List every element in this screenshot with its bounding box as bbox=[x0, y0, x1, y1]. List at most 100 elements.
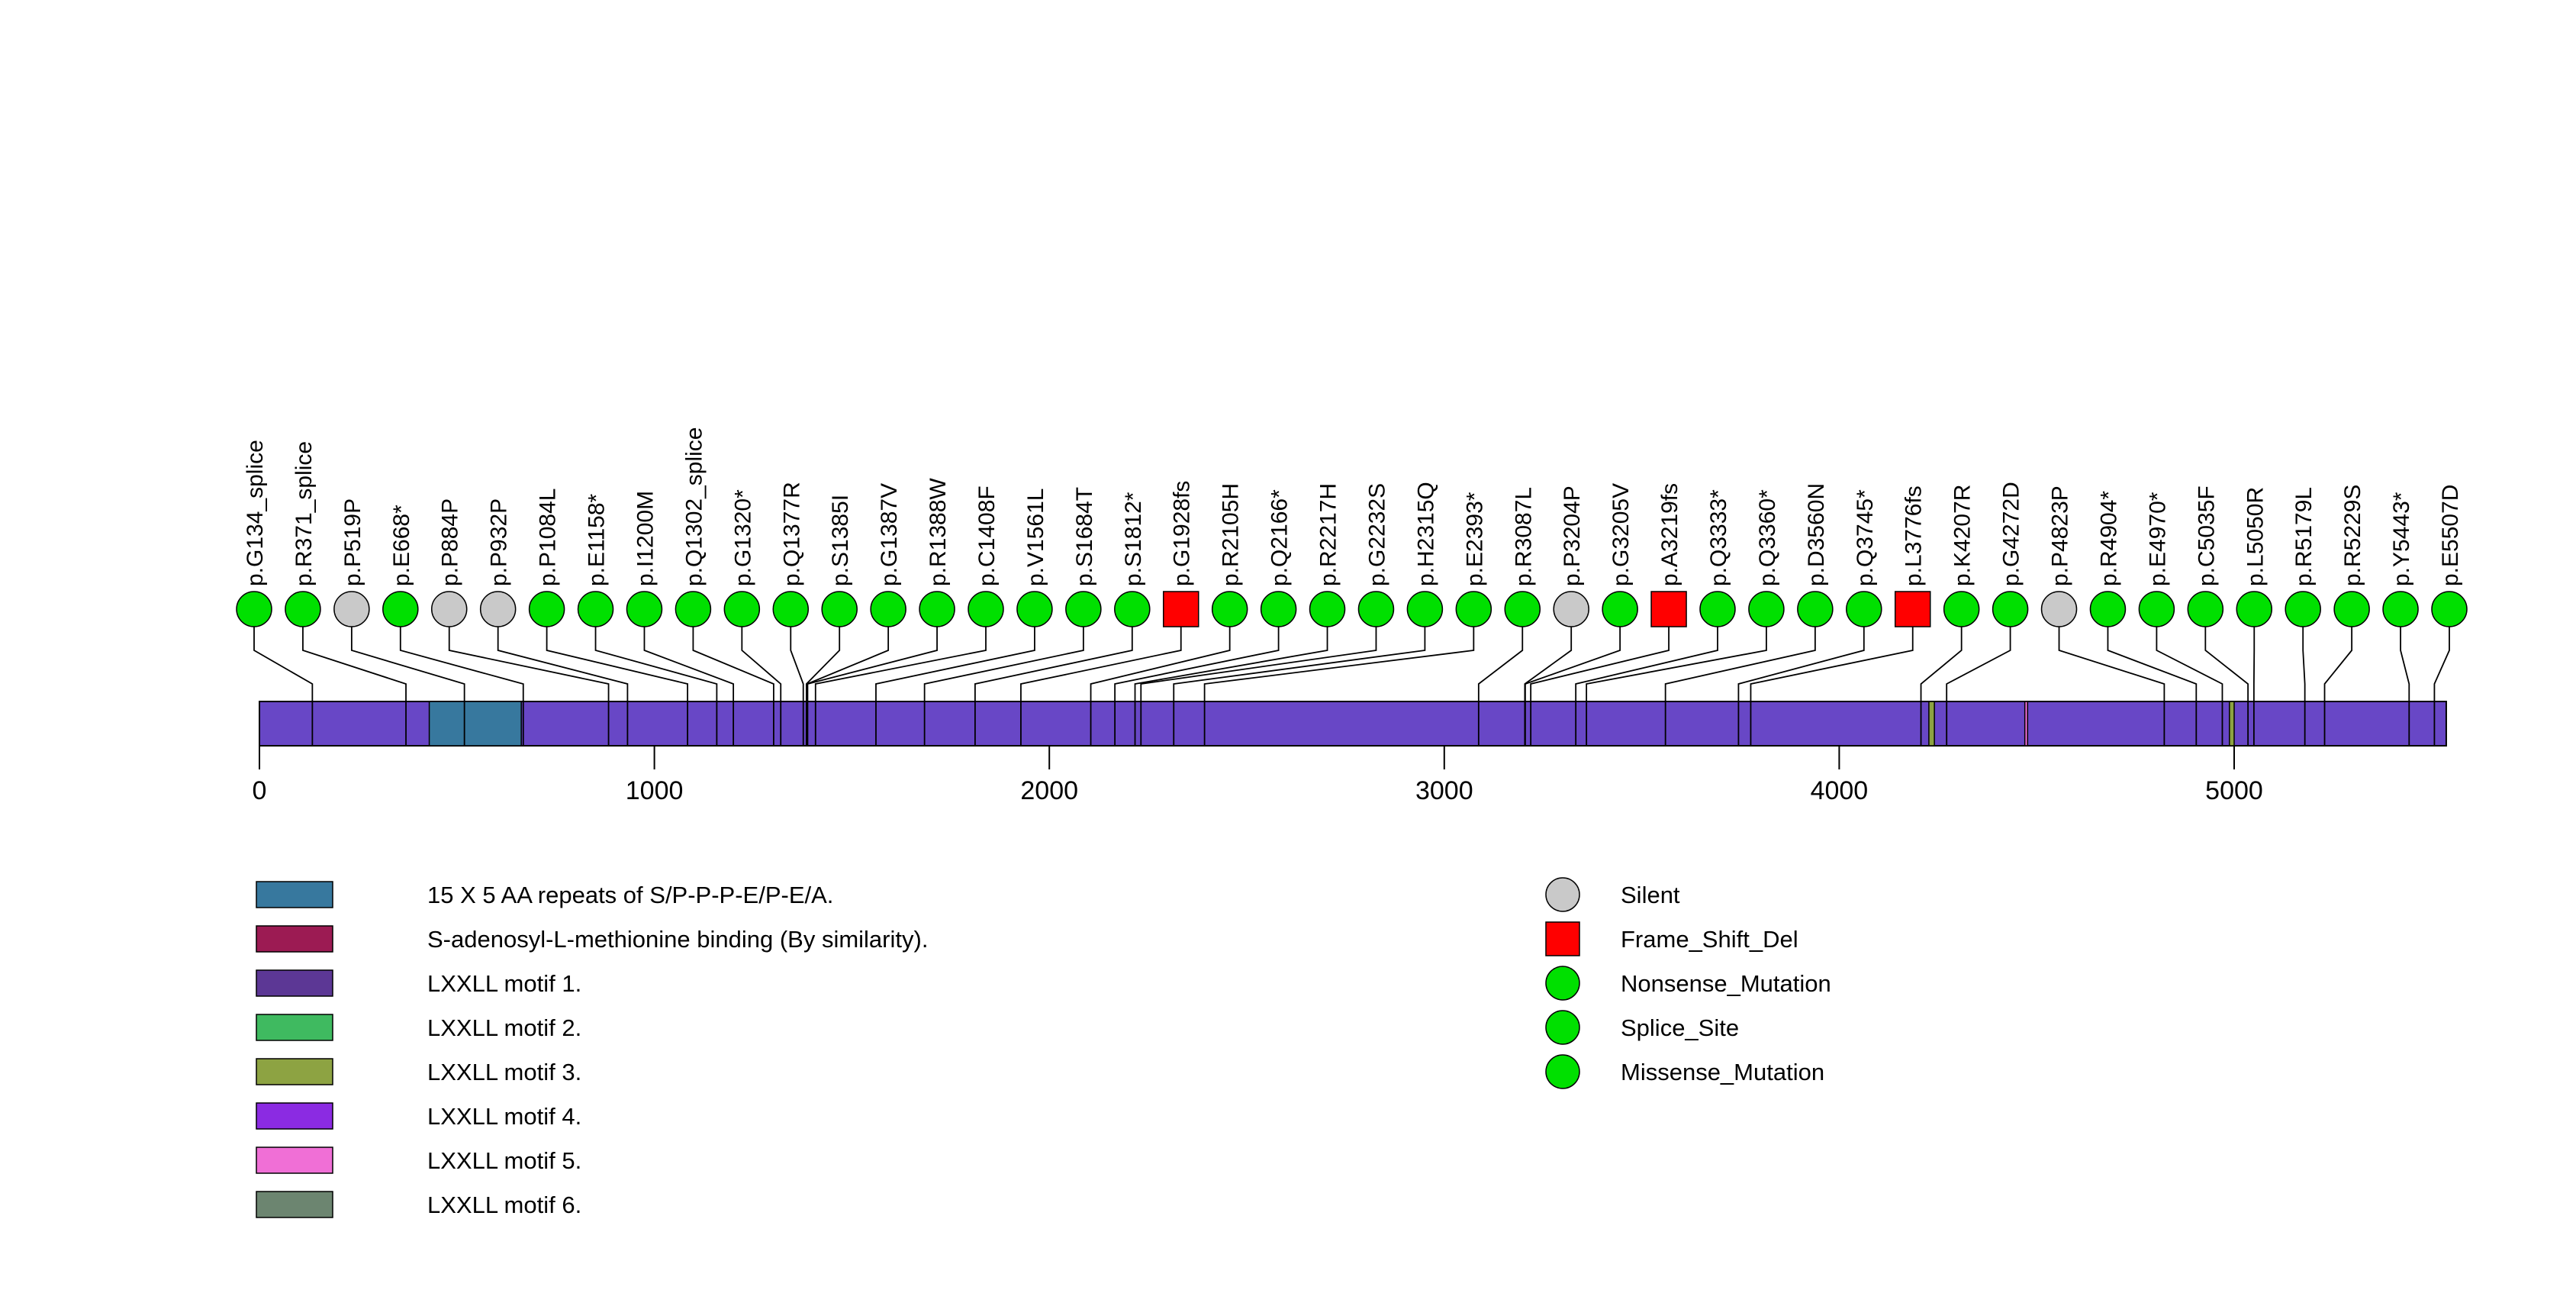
mutation-marker[interactable] bbox=[1602, 591, 1638, 627]
mutation-label: p.P4823P bbox=[2048, 485, 2073, 586]
mutation-stem bbox=[1525, 627, 1621, 746]
mutation-marker[interactable] bbox=[772, 591, 810, 627]
mutation-legend-label: Frame_Shift_Del bbox=[1621, 926, 1798, 953]
mutation-label: p.C5035F bbox=[2194, 485, 2219, 586]
mutation-label: p.P932P bbox=[487, 498, 512, 586]
mutation-marker[interactable] bbox=[2236, 591, 2273, 627]
mutation-stem bbox=[1737, 627, 1865, 746]
mutation-marker[interactable] bbox=[2040, 591, 2078, 627]
mutation-stem bbox=[1946, 627, 2011, 746]
mutation-stem bbox=[2433, 627, 2450, 746]
mutation-label: p.Y5443* bbox=[2389, 492, 2414, 586]
mutation-marker[interactable] bbox=[1504, 591, 1541, 627]
mutation-legend-label: Splice_Site bbox=[1621, 1014, 1739, 1041]
mutation-stem bbox=[643, 627, 735, 746]
mutation-marker[interactable] bbox=[2382, 591, 2419, 627]
mutation-marker[interactable] bbox=[723, 591, 761, 627]
mutation-marker[interactable] bbox=[1114, 591, 1151, 627]
mutation-marker[interactable] bbox=[870, 591, 906, 627]
domain-legend-swatch bbox=[256, 925, 333, 953]
mutation-marker[interactable] bbox=[1016, 591, 1053, 627]
mutation-marker[interactable] bbox=[1797, 591, 1834, 627]
mutation-marker[interactable] bbox=[2138, 591, 2175, 627]
mutation-marker[interactable] bbox=[1553, 591, 1589, 627]
mutation-marker[interactable] bbox=[1699, 591, 1736, 627]
mutation-label: p.P519P bbox=[340, 498, 365, 586]
mutation-marker[interactable] bbox=[2089, 591, 2127, 627]
mutation-marker[interactable] bbox=[2431, 591, 2468, 627]
mutation-label: p.C1408F bbox=[974, 485, 1000, 586]
domain-segment bbox=[428, 701, 522, 747]
mutation-label: p.E5507D bbox=[2438, 485, 2463, 586]
mutation-label: p.S1684T bbox=[1072, 487, 1097, 586]
mutation-label: p.V1561L bbox=[1023, 489, 1048, 586]
mutation-marker[interactable] bbox=[2285, 591, 2321, 627]
mutation-label: p.R2105H bbox=[1219, 483, 1244, 586]
mutation-label: p.R5229S bbox=[2340, 485, 2365, 586]
mutation-marker[interactable] bbox=[1748, 591, 1785, 627]
mutation-marker[interactable] bbox=[1650, 591, 1687, 627]
mutation-marker[interactable] bbox=[1357, 591, 1395, 627]
mutation-label: p.S1385I bbox=[828, 495, 853, 586]
mutation-marker[interactable] bbox=[528, 591, 565, 627]
mutation-marker[interactable] bbox=[382, 591, 419, 627]
mutation-marker[interactable] bbox=[1846, 591, 1882, 627]
mutation-label: p.R371_splice bbox=[291, 441, 317, 586]
mutation-label: p.D3560N bbox=[1804, 483, 1829, 586]
mutation-label: p.L3776fs bbox=[1901, 485, 1927, 586]
mutation-stem bbox=[1575, 627, 1718, 746]
mutation-marker[interactable] bbox=[285, 591, 321, 627]
mutation-marker[interactable] bbox=[1943, 591, 1980, 627]
mutation-label: p.R3087L bbox=[1511, 487, 1536, 586]
mutation-stem bbox=[2400, 627, 2410, 746]
mutation-legend-marker bbox=[1545, 921, 1580, 956]
mutation-legend-marker bbox=[1545, 1010, 1580, 1045]
mutation-legend-marker bbox=[1545, 966, 1580, 1001]
mutation-marker[interactable] bbox=[1894, 591, 1931, 627]
mutation-label: p.G2232S bbox=[1364, 483, 1389, 586]
axis-tick-label: 5000 bbox=[2205, 776, 2263, 805]
mutation-marker[interactable] bbox=[1309, 591, 1346, 627]
mutation-label: p.G134_splice bbox=[243, 440, 268, 586]
mutation-marker[interactable] bbox=[1260, 591, 1297, 627]
protein-bar bbox=[259, 701, 2447, 747]
mutation-marker[interactable] bbox=[236, 591, 272, 627]
mutation-marker[interactable] bbox=[1065, 591, 1102, 627]
mutation-label: p.G1320* bbox=[730, 489, 755, 586]
domain-legend-swatch bbox=[256, 1014, 333, 1041]
mutation-stem bbox=[1134, 627, 1328, 746]
mutation-stem bbox=[399, 627, 524, 746]
mutation-marker[interactable] bbox=[626, 591, 663, 627]
mutation-marker[interactable] bbox=[919, 591, 955, 627]
mutation-marker[interactable] bbox=[1162, 591, 1199, 627]
mutation-marker[interactable] bbox=[430, 591, 468, 627]
mutation-stem bbox=[741, 627, 782, 746]
mutation-legend-label: Nonsense_Mutation bbox=[1621, 970, 1831, 997]
mutation-label: p.A3219fs bbox=[1657, 483, 1682, 586]
mutation-label: p.Q2166* bbox=[1267, 489, 1293, 586]
mutation-stem bbox=[790, 627, 804, 746]
mutation-legend-marker bbox=[1545, 877, 1580, 912]
mutation-stem bbox=[1586, 627, 1767, 746]
mutation-stem bbox=[2156, 627, 2223, 746]
mutation-label: p.Q3333* bbox=[1706, 489, 1731, 586]
mutation-label: p.L5050R bbox=[2243, 487, 2268, 586]
mutation-label: p.R2217H bbox=[1316, 483, 1341, 586]
mutation-marker[interactable] bbox=[821, 591, 858, 627]
mutation-marker[interactable] bbox=[2333, 591, 2370, 627]
mutation-label: p.E2393* bbox=[1462, 492, 1487, 586]
mutation-marker[interactable] bbox=[2187, 591, 2224, 627]
mutation-marker[interactable] bbox=[1455, 591, 1492, 627]
mutation-marker[interactable] bbox=[1406, 591, 1444, 627]
mutation-marker[interactable] bbox=[675, 591, 712, 627]
domain-legend-label: S-adenosyl-L-methionine binding (By simi… bbox=[427, 926, 928, 953]
mutation-marker[interactable] bbox=[1211, 591, 1248, 627]
domain-segment bbox=[2024, 701, 2029, 747]
domain-segment bbox=[1928, 701, 1935, 747]
mutation-marker[interactable] bbox=[968, 591, 1004, 627]
mutation-marker[interactable] bbox=[1992, 591, 2029, 627]
mutation-label: p.E1158* bbox=[584, 493, 610, 586]
mutation-marker[interactable] bbox=[333, 591, 370, 627]
mutation-marker[interactable] bbox=[577, 591, 614, 627]
mutation-marker[interactable] bbox=[479, 591, 517, 627]
